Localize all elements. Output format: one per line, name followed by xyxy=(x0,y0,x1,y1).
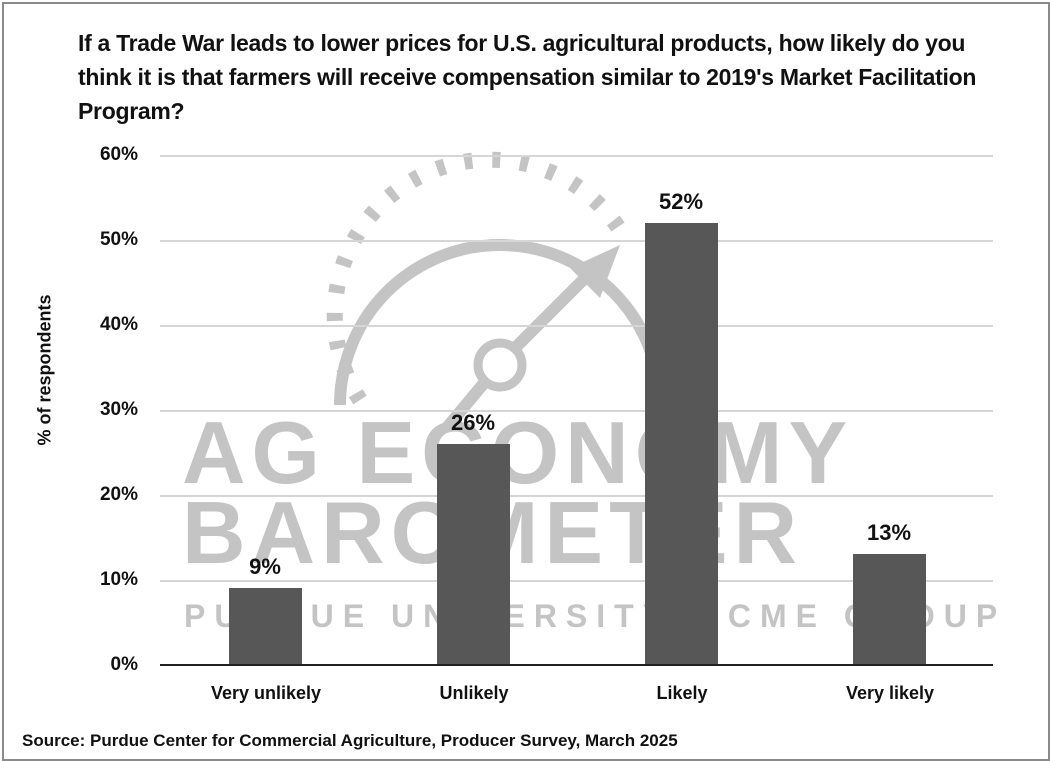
x-tick-label: Very likely xyxy=(845,683,935,703)
y-axis-label: % of respondents xyxy=(34,294,55,446)
barometer-gauge-icon xyxy=(326,151,666,430)
x-axis-line xyxy=(160,664,993,666)
gridline xyxy=(160,410,993,412)
data-label: 9% xyxy=(249,554,281,579)
y-tick: 0% xyxy=(110,654,138,675)
data-label: 13% xyxy=(866,520,912,545)
data-label: 52% xyxy=(658,189,704,214)
chart-title: If a Trade War leads to lower prices for… xyxy=(78,30,977,124)
gridline xyxy=(160,325,993,327)
gridline xyxy=(160,580,993,582)
y-tick: 50% xyxy=(99,229,138,250)
bar-unlikely xyxy=(437,444,510,664)
data-label: 26% xyxy=(450,410,496,435)
gridline xyxy=(160,240,993,242)
watermark-line1: AG ECONOMY xyxy=(182,403,854,502)
y-tick: 20% xyxy=(99,484,138,505)
x-tick-label: Likely xyxy=(656,683,708,703)
bar-very-likely xyxy=(853,554,926,664)
gridline xyxy=(160,155,993,157)
source-note: Source: Purdue Center for Commercial Agr… xyxy=(22,731,678,750)
x-tick-label: Unlikely xyxy=(439,683,509,703)
bar-very-unlikely xyxy=(229,588,302,664)
y-tick: 10% xyxy=(99,569,138,590)
bar-likely xyxy=(645,223,718,664)
y-tick: 30% xyxy=(99,399,138,420)
gridline xyxy=(160,495,993,497)
x-tick-label: Very unlikely xyxy=(210,683,322,703)
y-tick: 60% xyxy=(99,144,138,165)
y-tick: 40% xyxy=(99,314,138,335)
